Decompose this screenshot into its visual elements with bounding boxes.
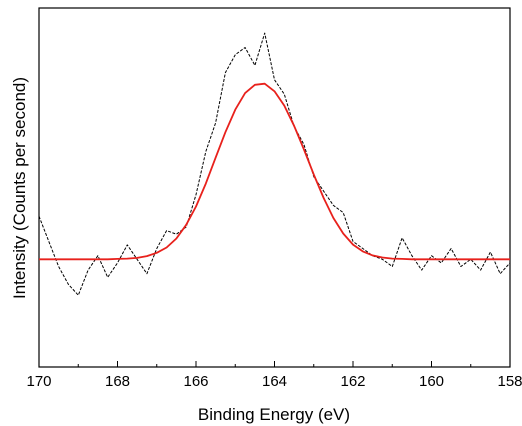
- measured-spectrum-line: [38, 32, 511, 296]
- x-tick-label: 166: [183, 373, 208, 390]
- x-tick-label: 158: [497, 373, 522, 390]
- series-layer: [38, 32, 511, 296]
- x-axis-tick-labels: 170 168 166 164 162 160 158: [26, 373, 522, 390]
- x-axis-title: Binding Energy (eV): [198, 405, 350, 424]
- x-tick-label: 162: [340, 373, 365, 390]
- x-tick-label: 168: [105, 373, 130, 390]
- x-tick-label: 170: [26, 373, 51, 390]
- x-axis-ticks: [38, 361, 511, 367]
- x-tick-label: 160: [419, 373, 444, 390]
- plot-frame: [38, 7, 511, 368]
- fitted-peak-line: [39, 82, 510, 261]
- x-tick-label: 164: [262, 373, 287, 390]
- y-axis-title: Intensity (Counts per second): [10, 77, 29, 299]
